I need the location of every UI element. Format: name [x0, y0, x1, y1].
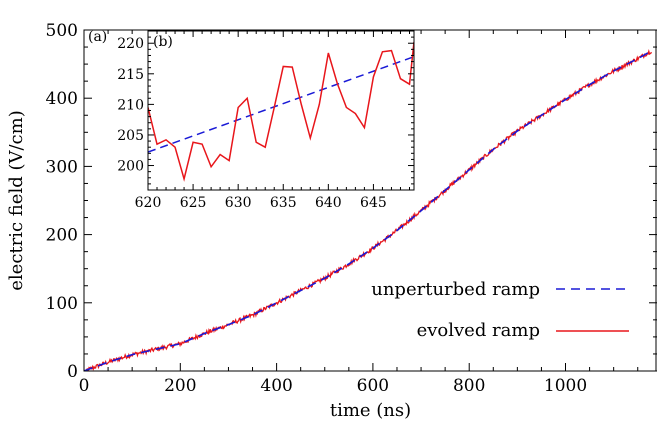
x-axis-title: time (ns) — [330, 400, 411, 421]
y-tick-label: 300 — [46, 157, 78, 177]
main-ticks: 0 200 400 600 800 1000 0 100 200 300 400 500 — [46, 21, 657, 396]
legend-label-unperturbed: unperturbed ramp — [371, 279, 540, 300]
x-tick-label: 600 — [357, 376, 389, 396]
y-tick-label: 500 — [46, 21, 78, 41]
main-series-layer — [84, 49, 653, 371]
y-tick-label: 200 — [46, 226, 78, 246]
inset-plot: 620 625 630 635 640 645 200 205 210 215 220 (b) — [117, 30, 415, 211]
y-tick-label: 100 — [46, 294, 78, 314]
y-tick-label: 0 — [67, 362, 78, 382]
x-tick-label: 1000 — [544, 376, 587, 396]
inset-background — [148, 31, 414, 190]
y-tick-label: 205 — [117, 128, 144, 144]
y-tick-label: 210 — [117, 97, 144, 113]
y-tick-label: 220 — [117, 36, 144, 52]
y-tick-label: 200 — [117, 159, 144, 175]
x-tick-label: 200 — [164, 376, 196, 396]
inset-series-evolved-ramp — [148, 41, 414, 182]
x-tick-label: 630 — [225, 195, 252, 211]
y-tick-label: 215 — [117, 67, 144, 83]
inset-series-unperturbed-ramp — [148, 55, 414, 153]
legend: unperturbed ramp evolved ramp — [371, 279, 629, 341]
y-axis-title: electric field (V/cm) — [6, 110, 27, 290]
x-tick-label: 645 — [360, 195, 387, 211]
x-tick-label: 0 — [79, 376, 90, 396]
x-tick-label: 625 — [180, 195, 207, 211]
y-tick-label: 400 — [46, 89, 78, 109]
x-tick-label: 640 — [315, 195, 342, 211]
x-tick-label: 400 — [260, 376, 292, 396]
inset-ticks: 620 625 630 635 640 645 200 205 210 215 220 — [117, 30, 414, 211]
panel-label-b: (b) — [153, 34, 173, 50]
x-tick-label: 800 — [453, 376, 485, 396]
x-tick-label: 620 — [135, 195, 162, 211]
series-unperturbed-ramp — [84, 49, 653, 371]
panel-label-a: (a) — [88, 29, 107, 45]
legend-label-evolved: evolved ramp — [417, 320, 540, 341]
inset-series-layer — [148, 41, 414, 182]
series-evolved-ramp — [84, 49, 653, 371]
x-tick-label: 635 — [270, 195, 297, 211]
main-plot: unperturbed ramp evolved ramp 0 200 400 600… — [6, 21, 657, 421]
